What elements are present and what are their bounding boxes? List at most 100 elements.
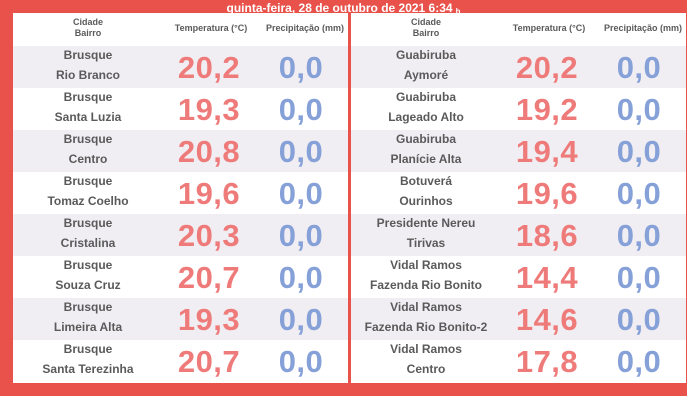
temperature-column-header: Temperatura (°C) bbox=[512, 22, 586, 33]
temperature-value: 20,7 bbox=[177, 344, 241, 379]
location-cell: Guabiruba Aymoré bbox=[351, 46, 501, 88]
precipitation-value: 0,0 bbox=[278, 134, 324, 169]
bairro-name: Fazenda Rio Bonito bbox=[370, 278, 482, 292]
precipitation-value: 0,0 bbox=[616, 302, 662, 337]
precipitation-value: 0,0 bbox=[616, 134, 662, 169]
station-row: Brusque Centro 20,8 0,0 bbox=[13, 130, 348, 172]
city-name: Brusque bbox=[63, 48, 113, 62]
station-row: Brusque Tomaz Coelho 19,6 0,0 bbox=[13, 172, 348, 214]
temperature-value: 20,7 bbox=[177, 260, 241, 295]
bairro-name: Planície Alta bbox=[390, 152, 462, 166]
city-name: Vidal Ramos bbox=[390, 342, 462, 356]
precipitation-value: 0,0 bbox=[616, 260, 662, 295]
precipitation-value: 0,0 bbox=[278, 176, 324, 211]
bairro-name: Souza Cruz bbox=[55, 278, 121, 292]
city-header-label: Cidade bbox=[410, 17, 441, 27]
datetime-banner: quinta-feira, 28 de outubro de 2021 6:34… bbox=[0, 0, 687, 16]
temperature-value: 19,4 bbox=[515, 134, 579, 169]
city-column-header: Cidade Bairro bbox=[13, 13, 163, 43]
city-name: Brusque bbox=[63, 258, 113, 272]
temperature-value: 20,3 bbox=[177, 218, 241, 253]
temperature-value: 17,8 bbox=[515, 344, 579, 379]
station-list: Brusque Rio Branco 20,2 0,0 Brusque Santa Luz… bbox=[13, 46, 348, 382]
city-name: Brusque bbox=[63, 174, 113, 188]
station-row: Brusque Cristalina 20,3 0,0 bbox=[13, 214, 348, 256]
station-row: Presidente Nereu Tirivas 18,6 0,0 bbox=[351, 214, 686, 256]
station-row: Brusque Rio Branco 20,2 0,0 bbox=[13, 46, 348, 88]
bairro-name: Limeira Alta bbox=[53, 320, 123, 334]
city-header-label: Cidade bbox=[72, 17, 103, 27]
city-name: Guabiruba bbox=[395, 90, 456, 104]
city-name: Brusque bbox=[63, 90, 113, 104]
location-cell: Brusque Santa Terezinha bbox=[13, 340, 163, 382]
temperature-value: 19,6 bbox=[515, 176, 579, 211]
precipitation-value: 0,0 bbox=[616, 92, 662, 127]
temperature-value: 20,8 bbox=[177, 134, 241, 169]
table-header: Cidade Bairro Temperatura (°C) Precipita… bbox=[13, 13, 348, 43]
bairro-name: Lageado Alto bbox=[388, 110, 464, 124]
temperature-value: 19,3 bbox=[177, 92, 241, 127]
temperature-column-header: Temperatura (°C) bbox=[174, 22, 248, 33]
station-row: Brusque Santa Luzia 19,3 0,0 bbox=[13, 88, 348, 130]
bairro-name: Centro bbox=[406, 362, 446, 376]
precipitation-value: 0,0 bbox=[616, 344, 662, 379]
bairro-header-label: Bairro bbox=[74, 28, 102, 38]
precipitation-value: 0,0 bbox=[278, 344, 324, 379]
station-row: Guabiruba Aymoré 20,2 0,0 bbox=[351, 46, 686, 88]
station-row: Brusque Santa Terezinha 20,7 0,0 bbox=[13, 340, 348, 382]
precipitation-column-header: Precipitação (mm) bbox=[603, 22, 683, 33]
temperature-value: 20,2 bbox=[177, 50, 241, 85]
location-cell: Presidente Nereu Tirivas bbox=[351, 214, 501, 256]
location-cell: Brusque Tomaz Coelho bbox=[13, 172, 163, 214]
precipitation-value: 0,0 bbox=[278, 302, 324, 337]
temperature-value: 20,2 bbox=[515, 50, 579, 85]
location-cell: Brusque Rio Branco bbox=[13, 46, 163, 88]
station-row: Vidal Ramos Centro 17,8 0,0 bbox=[351, 340, 686, 382]
bairro-name: Tirivas bbox=[406, 236, 446, 250]
location-cell: Vidal Ramos Fazenda Rio Bonito bbox=[351, 256, 501, 298]
bairro-name: Centro bbox=[68, 152, 108, 166]
location-cell: Guabiruba Lageado Alto bbox=[351, 88, 501, 130]
station-row: Guabiruba Lageado Alto 19,2 0,0 bbox=[351, 88, 686, 130]
location-cell: Brusque Limeira Alta bbox=[13, 298, 163, 340]
hour-suffix: h bbox=[455, 7, 461, 16]
bairro-name: Santa Terezinha bbox=[42, 362, 134, 376]
bairro-name: Tomaz Coelho bbox=[47, 194, 129, 208]
bairro-name: Rio Branco bbox=[55, 68, 120, 82]
location-cell: Brusque Souza Cruz bbox=[13, 256, 163, 298]
city-column-header: Cidade Bairro bbox=[351, 13, 501, 43]
precipitation-value: 0,0 bbox=[616, 218, 662, 253]
location-cell: Brusque Centro bbox=[13, 130, 163, 172]
location-cell: Brusque Cristalina bbox=[13, 214, 163, 256]
location-cell: Vidal Ramos Fazenda Rio Bonito-2 bbox=[351, 298, 501, 340]
city-name: Brusque bbox=[63, 216, 113, 230]
city-name: Brusque bbox=[63, 342, 113, 356]
city-name: Vidal Ramos bbox=[390, 258, 462, 272]
left-panel: Cidade Bairro Temperatura (°C) Precipita… bbox=[13, 13, 348, 383]
precipitation-value: 0,0 bbox=[278, 218, 324, 253]
bairro-name: Cristalina bbox=[60, 236, 116, 250]
city-name: Guabiruba bbox=[395, 132, 456, 146]
location-cell: Guabiruba Planície Alta bbox=[351, 130, 501, 172]
station-row: Vidal Ramos Fazenda Rio Bonito 14,4 0,0 bbox=[351, 256, 686, 298]
station-row: Brusque Limeira Alta 19,3 0,0 bbox=[13, 298, 348, 340]
bairro-name: Fazenda Rio Bonito-2 bbox=[364, 320, 488, 334]
temperature-value: 19,2 bbox=[515, 92, 579, 127]
bairro-name: Aymoré bbox=[403, 68, 449, 82]
city-name: Botuverá bbox=[399, 174, 452, 188]
bairro-header-label: Bairro bbox=[412, 28, 440, 38]
city-name: Presidente Nereu bbox=[376, 216, 476, 230]
location-cell: Vidal Ramos Centro bbox=[351, 340, 501, 382]
city-name: Brusque bbox=[63, 132, 113, 146]
datetime-text: quinta-feira, 28 de outubro de 2021 6:34 bbox=[226, 1, 453, 15]
temperature-value: 18,6 bbox=[515, 218, 579, 253]
station-row: Guabiruba Planície Alta 19,4 0,0 bbox=[351, 130, 686, 172]
station-row: Botuverá Ourinhos 19,6 0,0 bbox=[351, 172, 686, 214]
temperature-value: 14,6 bbox=[515, 302, 579, 337]
station-row: Brusque Souza Cruz 20,7 0,0 bbox=[13, 256, 348, 298]
precipitation-value: 0,0 bbox=[616, 176, 662, 211]
location-cell: Botuverá Ourinhos bbox=[351, 172, 501, 214]
city-name: Guabiruba bbox=[395, 48, 456, 62]
temperature-value: 19,3 bbox=[177, 302, 241, 337]
